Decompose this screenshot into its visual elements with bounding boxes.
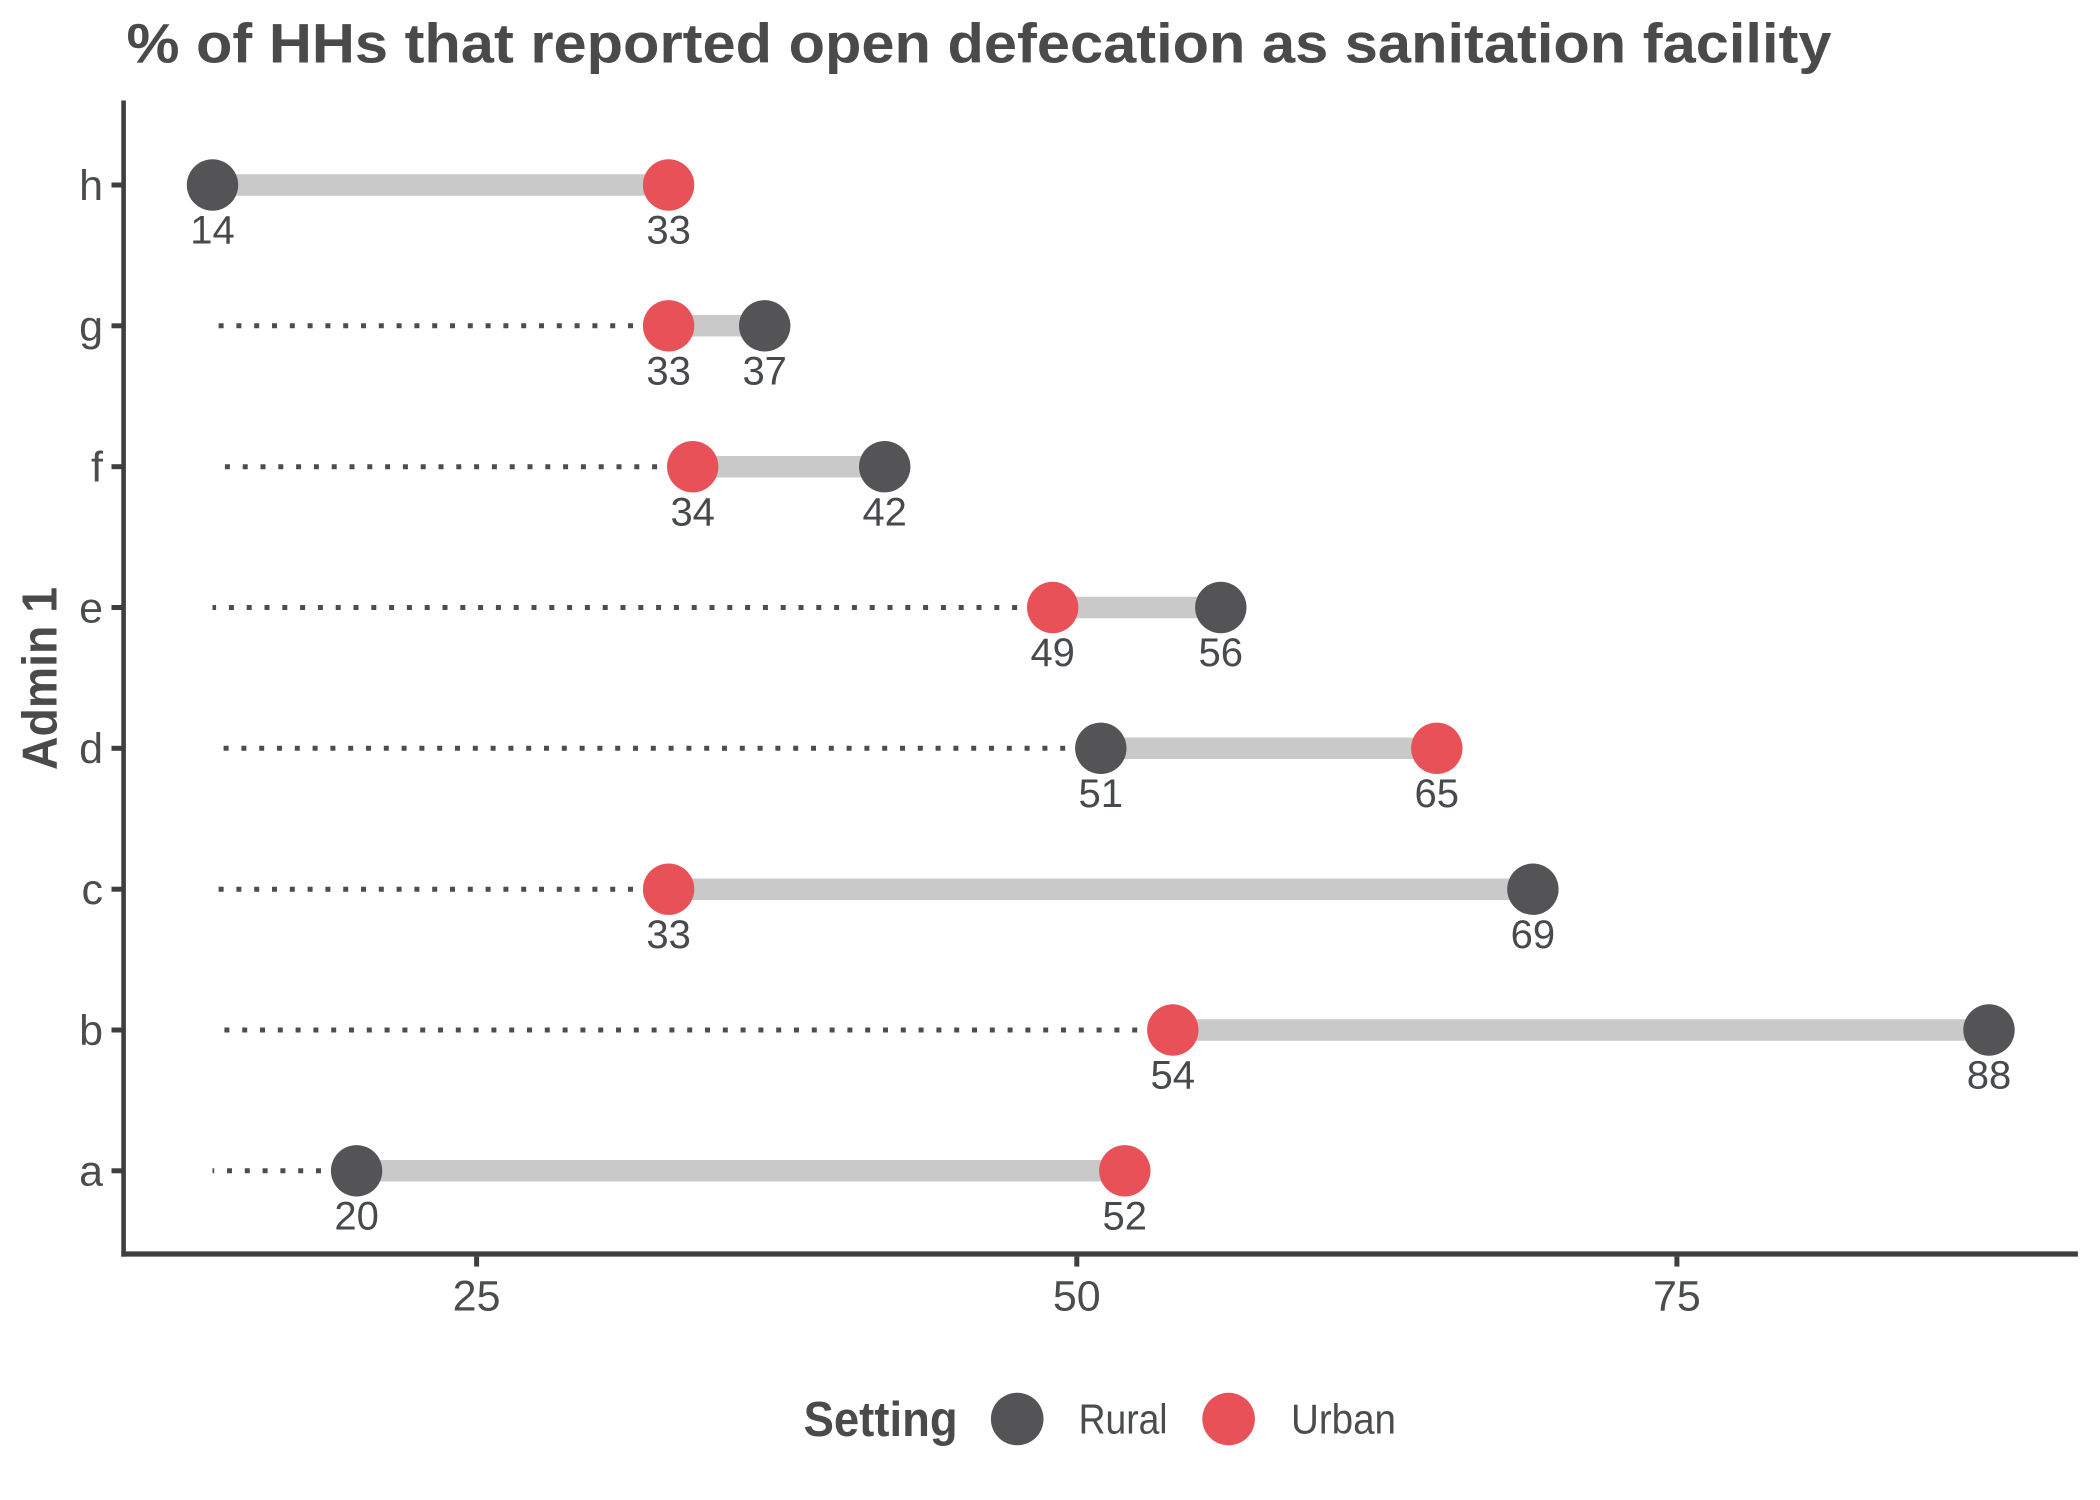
svg-text:33: 33 <box>646 913 691 957</box>
svg-text:34: 34 <box>670 490 715 534</box>
svg-text:d: d <box>79 725 103 773</box>
svg-text:50: 50 <box>1053 1273 1101 1321</box>
svg-text:Urban: Urban <box>1291 1396 1396 1443</box>
svg-text:b: b <box>79 1007 103 1055</box>
svg-text:Setting: Setting <box>804 1393 958 1447</box>
svg-text:37: 37 <box>742 349 787 393</box>
svg-text:f: f <box>91 444 104 492</box>
svg-text:33: 33 <box>646 349 691 393</box>
svg-text:65: 65 <box>1415 772 1460 816</box>
svg-text:49: 49 <box>1030 631 1075 675</box>
svg-text:52: 52 <box>1103 1194 1148 1238</box>
svg-text:25: 25 <box>453 1273 501 1321</box>
svg-text:56: 56 <box>1199 631 1244 675</box>
svg-text:a: a <box>79 1148 103 1196</box>
svg-text:54: 54 <box>1151 1054 1196 1098</box>
svg-text:42: 42 <box>862 490 907 534</box>
svg-text:51: 51 <box>1079 772 1124 816</box>
svg-text:Admin 1: Admin 1 <box>13 587 67 770</box>
svg-text:75: 75 <box>1653 1273 1701 1321</box>
svg-text:33: 33 <box>646 209 691 253</box>
svg-text:g: g <box>79 303 103 351</box>
svg-text:88: 88 <box>1967 1054 2012 1098</box>
svg-text:14: 14 <box>190 209 235 253</box>
svg-text:20: 20 <box>334 1194 379 1238</box>
svg-text:e: e <box>79 584 103 632</box>
svg-text:h: h <box>79 162 103 210</box>
svg-text:Rural: Rural <box>1079 1396 1168 1443</box>
svg-text:c: c <box>82 866 104 914</box>
svg-text:% of HHs that reported open de: % of HHs that reported open defecation a… <box>127 12 1832 75</box>
svg-text:69: 69 <box>1511 913 1556 957</box>
